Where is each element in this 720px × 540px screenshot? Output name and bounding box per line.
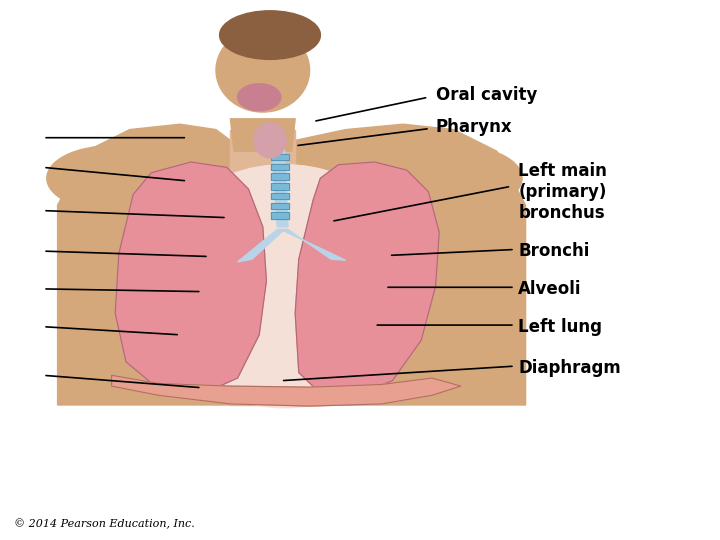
Polygon shape [271,212,289,219]
Polygon shape [230,119,295,151]
Polygon shape [112,375,461,406]
Polygon shape [58,124,230,405]
Polygon shape [295,162,439,395]
Polygon shape [271,173,289,180]
Text: © 2014 Pearson Education, Inc.: © 2014 Pearson Education, Inc. [14,518,195,529]
Ellipse shape [238,84,281,111]
Text: Bronchi: Bronchi [518,242,590,260]
Polygon shape [281,230,346,260]
Ellipse shape [392,146,522,211]
Ellipse shape [148,165,421,408]
Polygon shape [115,162,266,394]
Ellipse shape [47,146,176,211]
Text: Oral cavity: Oral cavity [436,85,537,104]
Polygon shape [272,148,288,227]
Polygon shape [295,124,526,405]
Polygon shape [271,164,289,170]
Polygon shape [271,193,289,199]
Text: Left lung: Left lung [518,318,603,336]
Text: Left main
(primary)
bronchus: Left main (primary) bronchus [518,162,607,221]
Polygon shape [271,183,289,190]
Ellipse shape [254,123,287,158]
Text: Pharynx: Pharynx [436,118,512,136]
Ellipse shape [220,11,320,59]
Polygon shape [271,202,289,209]
Polygon shape [230,130,295,405]
Ellipse shape [216,28,310,112]
Polygon shape [271,154,289,160]
Polygon shape [238,230,284,262]
Text: Diaphragm: Diaphragm [518,359,621,377]
Text: Alveoli: Alveoli [518,280,582,298]
